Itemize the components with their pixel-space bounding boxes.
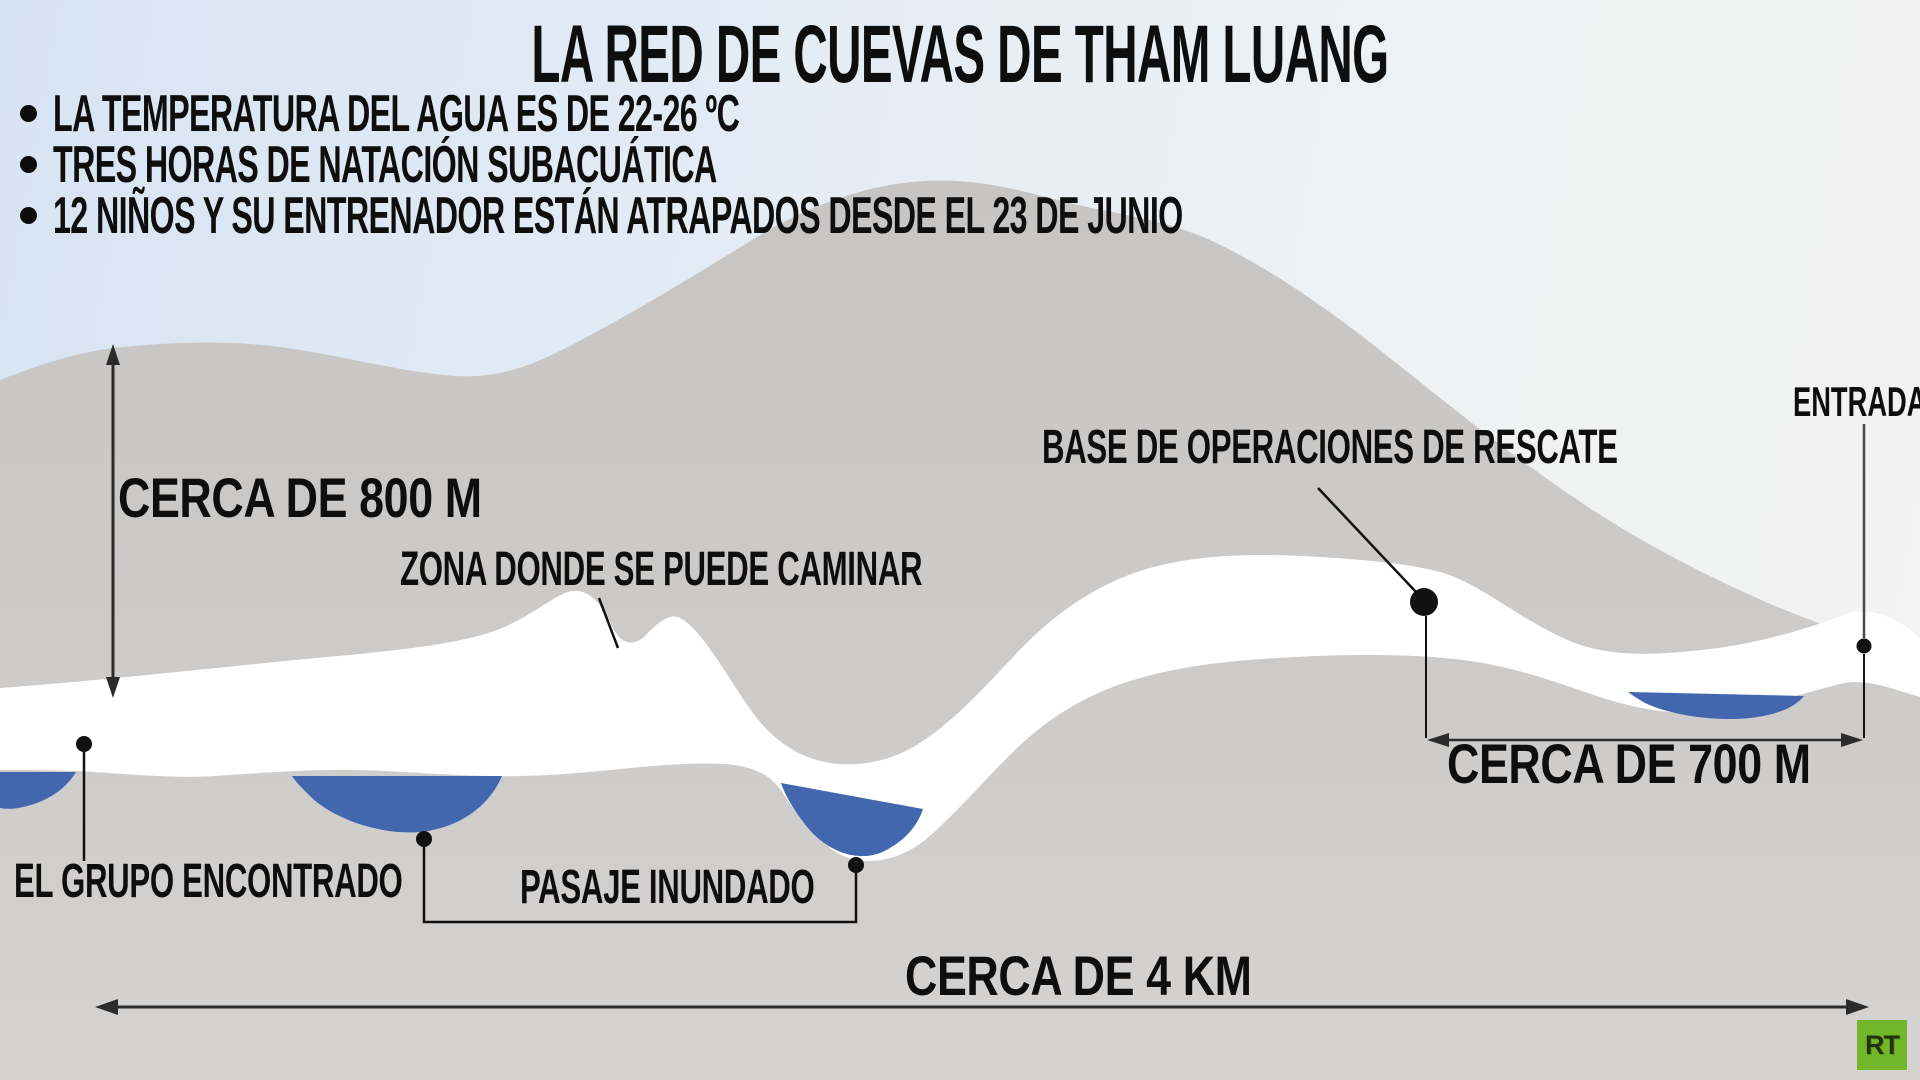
fact-text: LA TEMPERATURA DEL AGUA ES DE 22-26 ºC	[53, 84, 740, 143]
flooded-passage-dot-left	[416, 831, 432, 847]
total-length-arrow-head-right	[1846, 999, 1869, 1015]
water-pool-1	[0, 772, 76, 809]
walk-zone-label: ZONA DONDE SE PUEDE CAMINAR	[400, 543, 923, 596]
fact-text: TRES HORAS DE NATACIÓN SUBACUÁTICA	[53, 135, 717, 194]
height-arrow-head-top	[106, 344, 120, 365]
distance-700m-arrow-head-left	[1427, 733, 1449, 747]
bullet-icon	[20, 156, 37, 173]
bullet-icon	[20, 105, 37, 122]
rt-logo-text: RT	[1865, 1029, 1900, 1060]
water-pool-3	[781, 783, 923, 857]
total-length-arrow-head-left	[95, 999, 118, 1015]
height-label: CERCA DE 800 M	[118, 466, 482, 529]
rescue-base-pointer-line	[1317, 487, 1417, 593]
entrance-distance-label: CERCA DE 700 M	[1447, 732, 1811, 795]
fact-item-trapped: 12 NIÑOS Y SU ENTRENADOR ESTÁN ATRAPADOS…	[20, 187, 1875, 245]
walk-zone-pointer-line	[597, 597, 620, 649]
total-length-label: CERCA DE 4 KM	[905, 944, 1252, 1007]
fact-item-temperature: LA TEMPERATURA DEL AGUA ES DE 22-26 ºC	[20, 85, 1875, 143]
bullet-icon	[20, 207, 37, 224]
flooded-passage-dot-right	[848, 857, 864, 873]
entrance-label: ENTRADA	[1793, 378, 1920, 425]
flooded-passage-bracket	[422, 846, 858, 924]
rt-logo: RT	[1857, 1020, 1907, 1070]
group-found-label: EL GRUPO ENCONTRADO	[14, 855, 403, 908]
distance-700m-arrow-head-right	[1841, 733, 1863, 747]
page-title: LA RED DE CUEVAS DE THAM LUANG	[531, 9, 1389, 100]
entrance-dot	[1856, 638, 1872, 654]
fact-text: 12 NIÑOS Y SU ENTRENADOR ESTÁN ATRAPADOS…	[53, 186, 1183, 245]
rescue-base-label: BASE DE OPERACIONES DE RESCATE	[1042, 421, 1618, 474]
cave-passage	[0, 554, 1920, 861]
fact-list: LA TEMPERATURA DEL AGUA ES DE 22-26 ºC T…	[20, 85, 1875, 245]
group-found-dot	[76, 736, 92, 752]
rescue-base-dot	[1410, 588, 1438, 616]
water-pool-2	[292, 776, 502, 833]
height-arrow-head-bottom	[106, 677, 120, 698]
mountain-silhouette	[0, 180, 1920, 1080]
water-pool-4	[1628, 692, 1804, 720]
flooded-passage-label: PASAJE INUNDADO	[520, 861, 815, 914]
fact-item-swimming: TRES HORAS DE NATACIÓN SUBACUÁTICA	[20, 136, 1875, 194]
